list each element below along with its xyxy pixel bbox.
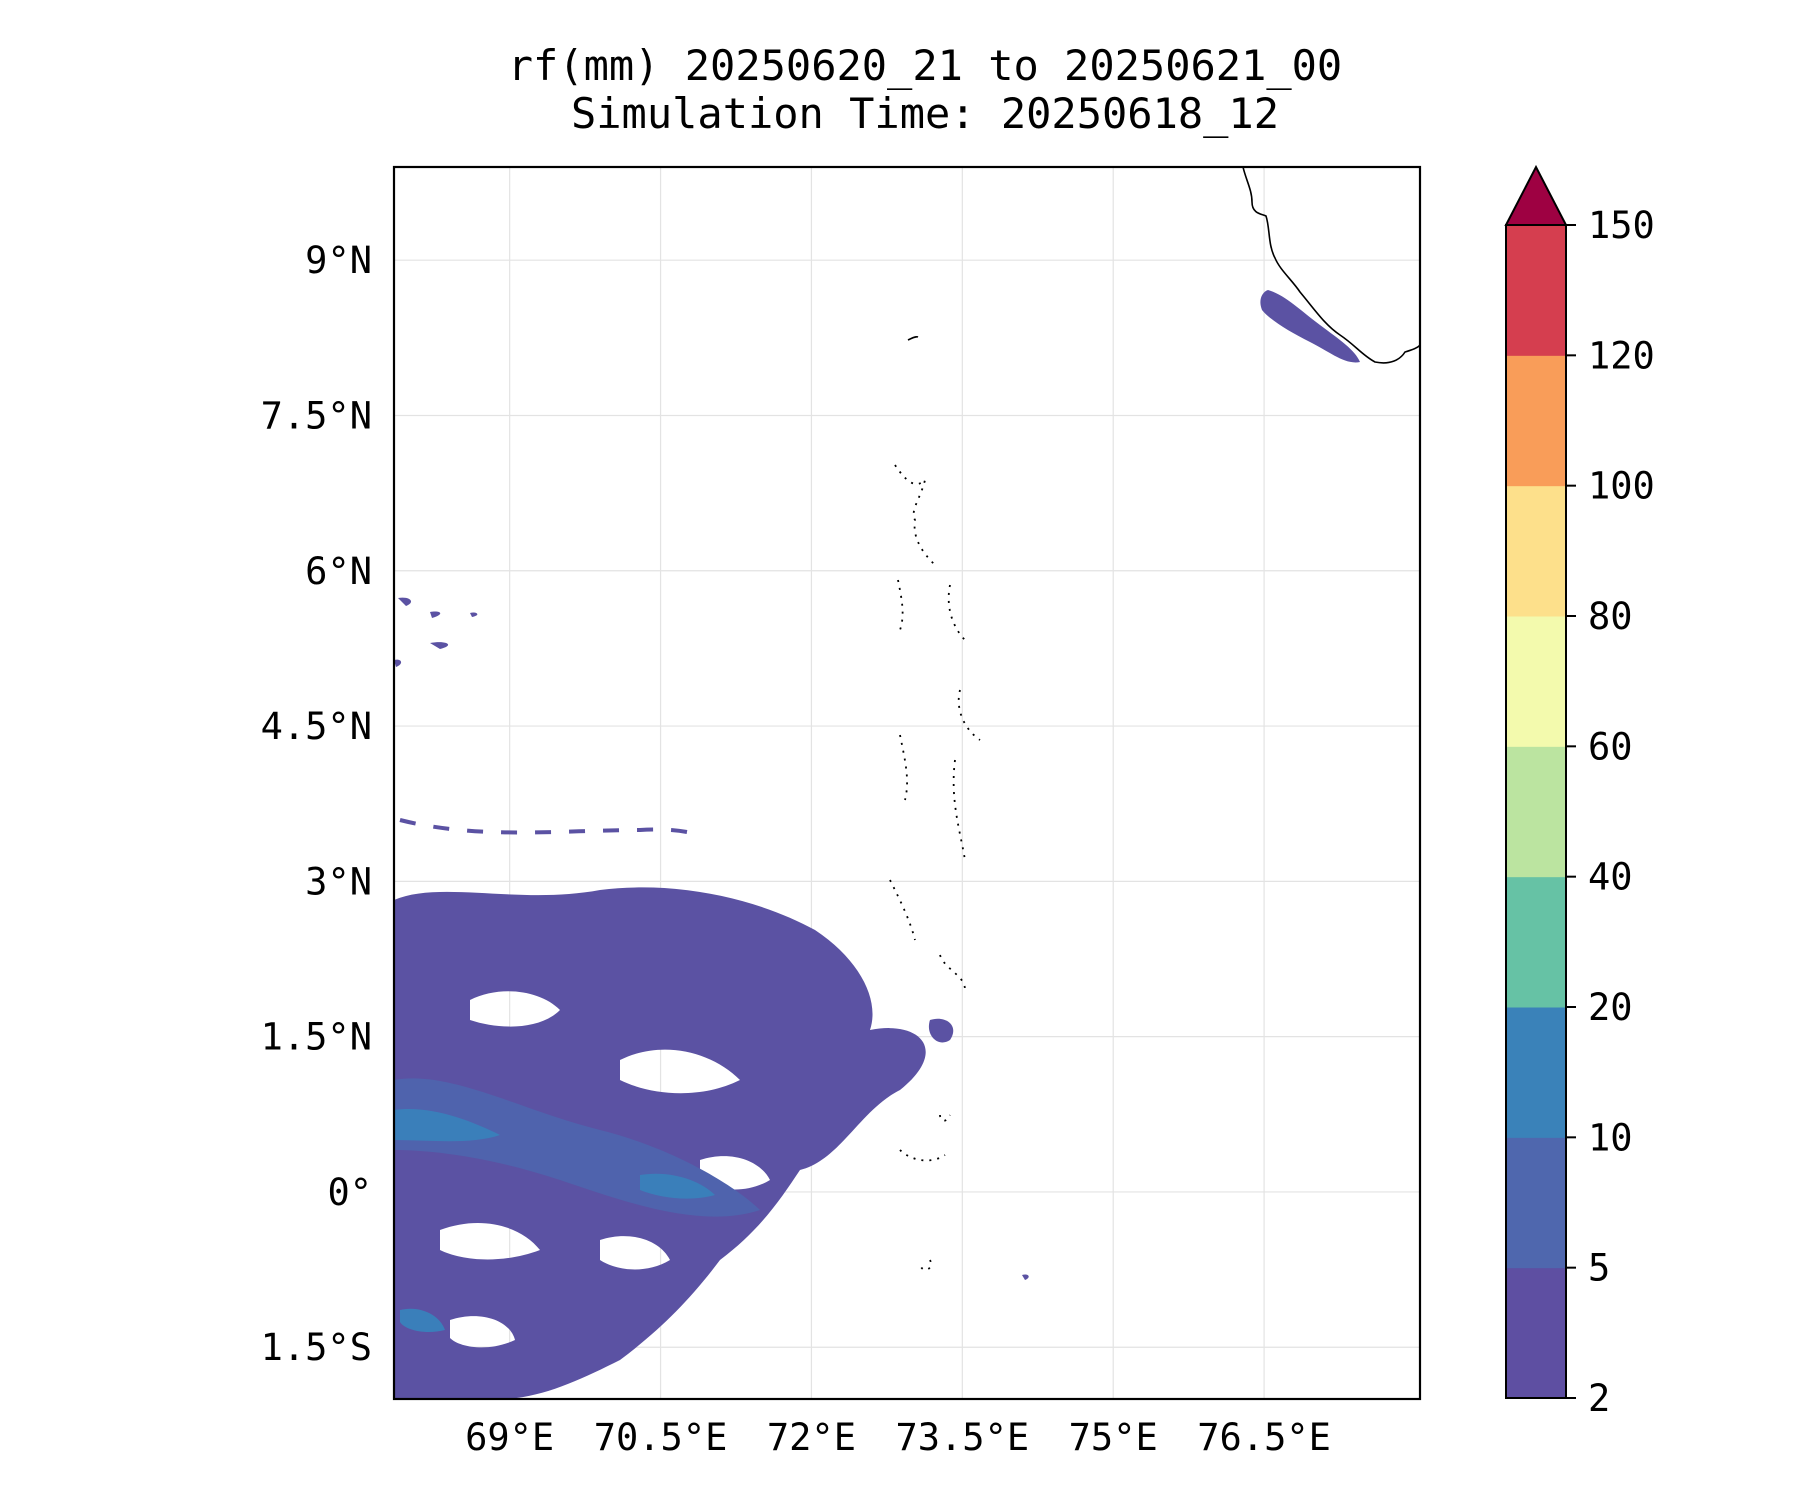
colorbar-segment (1506, 746, 1566, 878)
lon-tick-label: 73.5°E (895, 1416, 1029, 1459)
lon-tick-label: 69°E (465, 1416, 554, 1459)
lat-tick-label: 1.5°S (261, 1326, 372, 1369)
lon-tick-label: 75°E (1069, 1416, 1158, 1459)
colorbar-segment (1506, 355, 1566, 487)
gridlines (394, 167, 1420, 1399)
rain-blob-east (1022, 1274, 1029, 1280)
colorbar: 2 5 10 20 40 60 80 100 120 150 (1504, 164, 1655, 1420)
latitude-tick-labels: 9°N 7.5°N 6°N 4.5°N 3°N 1.5°N 0° 1.5°S (261, 239, 372, 1369)
colorbar-segment (1506, 485, 1566, 617)
colorbar-segment (1506, 1267, 1566, 1399)
lon-tick-label: 72°E (767, 1416, 856, 1459)
colorbar-segment (1506, 1007, 1566, 1138)
colorbar-extend-arrow (1504, 164, 1568, 226)
coastlines (889, 167, 1420, 1271)
rainfall-shading (394, 290, 1360, 1399)
colorbar-segment (1506, 616, 1566, 747)
lat-tick-label: 1.5°N (261, 1016, 372, 1059)
laccadive-islands (907, 335, 919, 341)
colorbar-tick-label: 150 (1588, 204, 1655, 247)
lon-tick-label: 76.5°E (1197, 1416, 1331, 1459)
lon-tick-label: 70.5°E (594, 1416, 728, 1459)
lat-tick-label: 4.5°N (261, 705, 372, 748)
colorbar-tick-label: 100 (1588, 465, 1655, 508)
rain-blob-maldives (928, 1018, 954, 1043)
colorbar-tick-label: 60 (1588, 725, 1633, 768)
rain-blob-far-west (394, 597, 478, 667)
map-frame (392, 165, 1422, 1401)
colorbar-tick-label: 40 (1588, 856, 1633, 899)
lat-tick-label: 9°N (305, 239, 372, 282)
rain-band-heavy (394, 1109, 715, 1333)
lat-tick-label: 6°N (305, 550, 372, 593)
figure-title-line-1: rf(mm) 20250620_21 to 20250621_00 (508, 41, 1342, 90)
colorbar-segment (1506, 1137, 1566, 1269)
colorbar-frame (1505, 224, 1567, 1399)
maldives-atolls (889, 464, 981, 1271)
figure-title-line-2: Simulation Time: 20250618_12 (571, 89, 1279, 138)
longitude-tick-labels: 69°E 70.5°E 72°E 73.5°E 75°E 76.5°E (465, 1416, 1331, 1459)
colorbar-tick-label: 80 (1588, 595, 1633, 638)
lat-tick-label: 7.5°N (261, 394, 372, 437)
map-area: 69°E 70.5°E 72°E 73.5°E 75°E 76.5°E 9°N 7.5°N 6… (261, 165, 1422, 1459)
lat-tick-label: 3°N (305, 860, 372, 903)
colorbar-segment (1506, 876, 1566, 1008)
india-coastline (1242, 167, 1420, 364)
colorbar-segment (1506, 225, 1566, 356)
colorbar-tick-label: 120 (1588, 334, 1655, 377)
rain-region-india-coast (1260, 290, 1360, 363)
lat-tick-label: 0° (327, 1171, 372, 1214)
colorbar-tick-label: 10 (1588, 1116, 1633, 1159)
colorbar-tick-label: 20 (1588, 986, 1633, 1029)
rain-region-north-band (399, 818, 701, 837)
rain-region-southwest (394, 887, 926, 1399)
colorbar-tick-label: 2 (1588, 1377, 1610, 1420)
colorbar-tick-label: 5 (1588, 1247, 1610, 1290)
